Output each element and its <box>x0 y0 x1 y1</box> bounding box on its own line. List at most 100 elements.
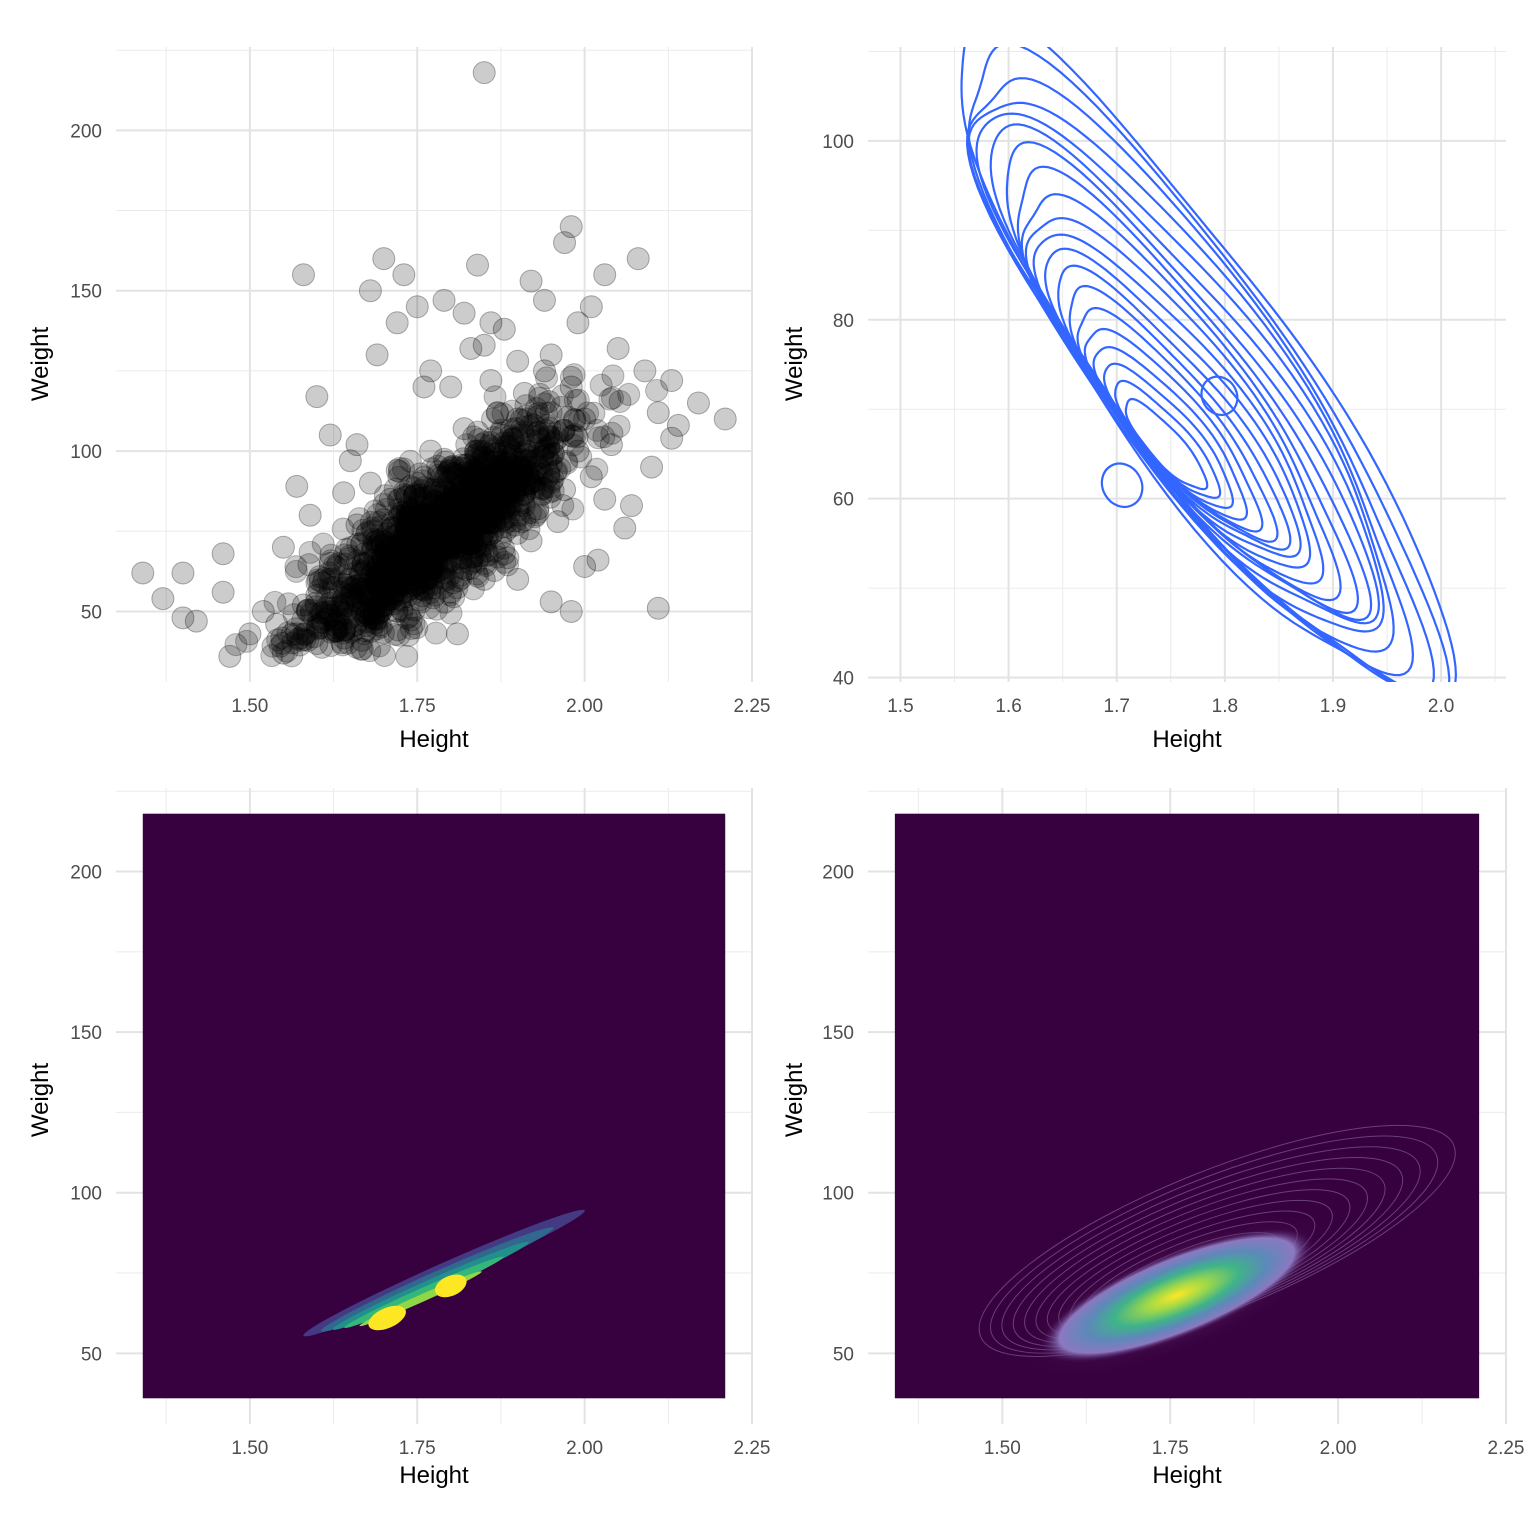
x-tick-labels: 1.5 1.6 1.7 1.8 1.9 2.0 <box>887 696 1454 717</box>
scatter-point <box>440 535 464 559</box>
scatter-point <box>491 402 515 426</box>
scatter-point <box>405 471 429 495</box>
scatter-point <box>473 511 497 535</box>
scatter-point <box>421 576 445 600</box>
scatter-point <box>318 423 342 447</box>
scatter-point <box>434 531 458 555</box>
scatter-point <box>445 527 469 551</box>
scatter-point <box>443 509 467 533</box>
scatter-point <box>496 480 520 504</box>
scatter-point <box>582 401 606 425</box>
scatter-point <box>429 542 453 566</box>
scatter-point <box>418 506 442 530</box>
scatter-point <box>292 623 316 647</box>
scatter-point <box>483 385 507 409</box>
scatter-point <box>398 475 422 499</box>
scatter-point <box>344 613 368 637</box>
x-axis-title: Height <box>1152 1462 1222 1489</box>
scatter-point <box>405 511 429 535</box>
scatter-point <box>462 425 486 449</box>
scatter-point <box>530 476 554 500</box>
scatter-point <box>395 484 419 508</box>
scatter-point <box>454 494 478 518</box>
scatter-point <box>416 526 440 550</box>
scatter-point <box>490 502 514 526</box>
scatter-point <box>280 644 304 668</box>
scatter-point <box>419 556 443 580</box>
scatter-point <box>506 567 530 591</box>
scatter-point <box>473 475 497 499</box>
scatter-point <box>416 567 440 591</box>
scatter-point <box>402 550 426 574</box>
scatter-point <box>456 484 480 508</box>
scatter-point <box>393 523 417 547</box>
scatter-point <box>385 458 409 482</box>
scatter-point <box>555 451 579 475</box>
scatter-point <box>350 572 374 596</box>
scatter-point <box>408 547 432 571</box>
scatter-point <box>429 533 453 557</box>
scatter-point <box>444 530 468 554</box>
scatter-point <box>335 575 359 599</box>
scatter-point <box>417 560 441 584</box>
scatter-point <box>477 463 501 487</box>
scatter-point <box>403 483 427 507</box>
scatter-point <box>461 545 485 569</box>
scatter-point <box>305 614 329 638</box>
scatter-point <box>550 384 574 408</box>
scatter-point <box>411 521 435 545</box>
scatter-point <box>332 621 356 645</box>
contour-peak <box>1100 462 1144 509</box>
scatter-point <box>325 594 349 618</box>
scatter-point <box>438 500 462 524</box>
scatter-point <box>375 561 399 585</box>
scatter-point <box>304 591 328 615</box>
x-tick-label: 2.25 <box>734 696 771 717</box>
scatter-point <box>295 599 319 623</box>
scatter-point <box>467 479 491 503</box>
scatter-point <box>432 447 456 471</box>
scatter-point <box>434 466 458 490</box>
scatter-point <box>480 481 504 505</box>
scatter-point <box>409 505 433 529</box>
scatter-point <box>438 489 462 513</box>
scatter-point <box>325 616 349 640</box>
scatter-point <box>537 435 561 459</box>
scatter-point <box>505 456 529 480</box>
scatter-point <box>490 509 514 533</box>
scatter-point <box>395 517 419 541</box>
scatter-point <box>373 484 397 508</box>
scatter-point <box>506 477 530 501</box>
scatter-point <box>528 386 552 410</box>
scatter-point <box>318 599 342 623</box>
scatter-point <box>486 480 510 504</box>
scatter-point <box>352 542 376 566</box>
scatter-point <box>466 253 490 277</box>
scatter-point <box>393 538 417 562</box>
scatter-point <box>369 615 393 639</box>
scatter-point <box>437 503 461 527</box>
scatter-point <box>395 505 419 529</box>
scatter-point <box>429 525 453 549</box>
scatter-point <box>379 567 403 591</box>
scatter-point <box>464 447 488 471</box>
scatter-point <box>435 461 459 485</box>
scatter-point <box>514 448 538 472</box>
scatter-point <box>523 469 547 493</box>
scatter-point <box>499 418 523 442</box>
scatter-point <box>433 590 457 614</box>
scatter-point <box>537 480 561 504</box>
scatter-point <box>465 473 489 497</box>
scatter-point <box>370 567 394 591</box>
scatter-point <box>238 622 262 646</box>
scatter-point <box>462 511 486 535</box>
scatter-point <box>440 523 464 547</box>
scatter-point <box>311 532 335 556</box>
scatter-point <box>431 538 455 562</box>
scatter-point <box>332 481 356 505</box>
scatter-point <box>430 522 454 546</box>
scatter-point <box>506 498 530 522</box>
scatter-point <box>545 459 569 483</box>
scatter-point <box>451 495 475 519</box>
scatter-point <box>413 552 437 576</box>
